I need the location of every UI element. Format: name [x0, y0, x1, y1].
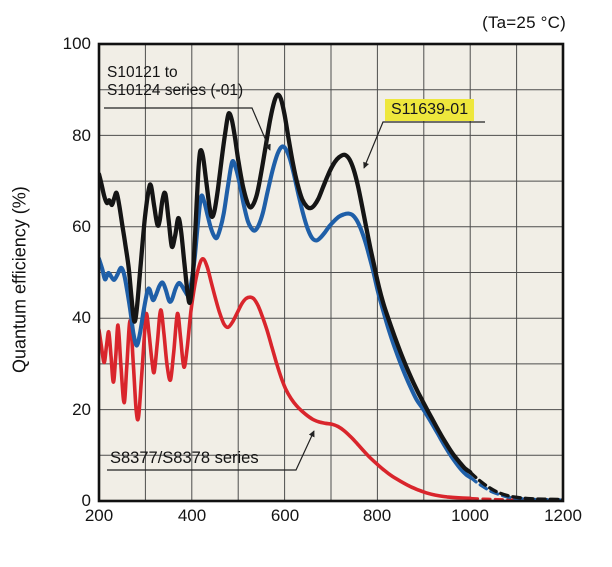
leader-arrow-s10121	[104, 107, 271, 151]
curve-s11639-01-dashed	[468, 470, 562, 500]
curve-s8377-s8378-series-dashed	[468, 496, 562, 500]
x-tick-400: 400	[177, 506, 207, 525]
x-tick-1000: 1000	[451, 506, 489, 525]
leader-arrow-s11639	[363, 121, 485, 169]
y-tick-60: 60	[72, 217, 91, 236]
y-tick-100: 100	[62, 34, 91, 53]
temperature-note: (Ta=25 °C)	[482, 13, 566, 32]
plot-frame	[97, 42, 565, 503]
data-curves	[100, 92, 562, 500]
curve-s11639-01	[100, 92, 473, 475]
x-tick-1200: 1200	[544, 506, 582, 525]
label-s11639-highlighted: S11639-01	[385, 99, 475, 121]
y-tick-80: 80	[72, 126, 91, 145]
label-s10121-line1: S10121 to	[107, 64, 178, 81]
y-tick-0: 0	[81, 491, 91, 510]
y-tick-40: 40	[72, 308, 91, 327]
x-tick-600: 600	[270, 506, 300, 525]
leader-arrow-s8377	[107, 430, 315, 471]
curve-s8377-s8378-series	[100, 257, 472, 500]
y-axis-label: Quantum efficiency (%)	[9, 186, 30, 374]
y-tick-20: 20	[72, 400, 91, 419]
x-tick-200: 200	[84, 506, 114, 525]
x-tick-800: 800	[362, 506, 392, 525]
label-s10121-line2: S10124 series (-01)	[107, 82, 244, 99]
label-s8377-series: S8377/S8378 series	[110, 449, 259, 467]
label-s10121-series: S10121 to S10124 series (-01)	[107, 64, 243, 100]
